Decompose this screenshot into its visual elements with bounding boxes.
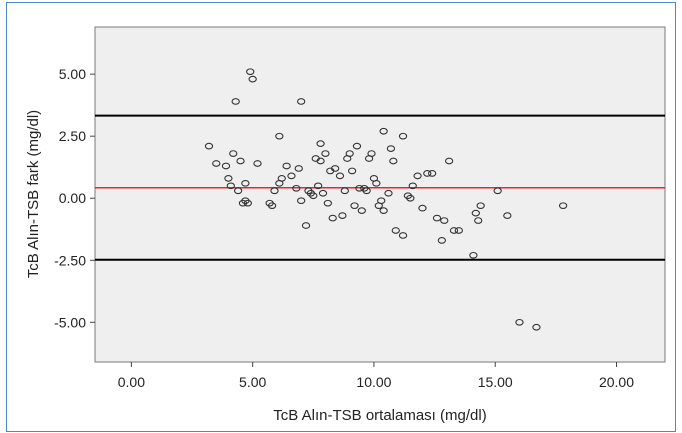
data-point	[294, 165, 303, 172]
data-point	[503, 212, 512, 219]
data-point	[297, 98, 306, 105]
data-point	[246, 68, 255, 76]
x-tick-label: 0.00	[118, 374, 145, 390]
data-points	[204, 68, 568, 331]
x-tick-label: 20.00	[599, 374, 634, 390]
data-point	[398, 232, 408, 239]
data-point	[493, 187, 502, 195]
data-point	[474, 217, 483, 224]
data-point	[515, 318, 524, 326]
data-point	[340, 187, 349, 195]
data-point	[297, 197, 306, 205]
data-point	[355, 184, 364, 192]
data-point	[231, 98, 240, 105]
data-point	[282, 162, 291, 170]
y-tick-label: -2.50	[54, 252, 86, 268]
y-axis-title: TcB Alın-TSB fark (mg/dl)	[25, 110, 42, 278]
data-point	[418, 204, 427, 212]
data-point	[338, 212, 347, 219]
y-tick-label: 2.50	[59, 128, 86, 144]
data-point	[248, 75, 257, 83]
data-point	[347, 167, 357, 175]
y-axis: 5.00 2.50 0.00 -2.50 -5.00	[54, 66, 95, 330]
data-point	[352, 142, 362, 150]
data-point	[275, 132, 284, 140]
y-tick-label: 0.00	[59, 190, 86, 206]
data-point	[558, 202, 568, 210]
data-point	[372, 179, 381, 187]
data-point	[226, 182, 235, 190]
data-point	[408, 182, 417, 190]
data-point	[318, 189, 328, 197]
data-point	[469, 251, 478, 259]
data-point	[328, 214, 337, 222]
data-point	[440, 217, 449, 224]
data-point	[532, 323, 541, 331]
data-point	[391, 227, 400, 234]
plot-area	[94, 26, 666, 363]
x-tick-label: 15.00	[478, 374, 513, 390]
data-point	[301, 222, 311, 229]
data-point	[270, 187, 279, 195]
data-point	[367, 150, 376, 157]
data-point	[323, 199, 333, 207]
data-point	[241, 179, 250, 187]
data-point	[313, 182, 323, 190]
data-point	[204, 142, 214, 150]
data-point	[309, 192, 318, 200]
data-point	[427, 170, 437, 177]
data-point	[253, 160, 262, 167]
data-point	[241, 197, 250, 205]
data-point	[229, 150, 238, 157]
data-point	[437, 237, 447, 244]
data-point	[377, 197, 386, 205]
data-point	[444, 157, 454, 165]
data-point	[406, 194, 415, 202]
data-point	[471, 209, 480, 217]
y-tick-label: 5.00	[59, 66, 86, 82]
data-point	[384, 189, 393, 197]
data-point	[423, 170, 432, 177]
data-point	[287, 172, 296, 180]
data-point	[236, 157, 245, 165]
data-point	[277, 175, 286, 182]
data-point	[379, 127, 388, 135]
data-point	[330, 165, 340, 172]
data-point	[321, 150, 330, 157]
data-point	[267, 202, 277, 210]
data-point	[386, 145, 396, 152]
data-point	[357, 207, 366, 214]
reference-lines	[95, 114, 665, 261]
x-tick-label: 10.00	[356, 374, 391, 390]
data-point	[221, 162, 231, 170]
data-point	[316, 157, 325, 165]
data-point	[389, 157, 398, 165]
x-tick-label: 5.00	[239, 374, 266, 390]
data-point	[335, 172, 345, 180]
x-axis-title: TcB Alın-TSB ortalaması (mg/dl)	[273, 407, 486, 424]
y-tick-label: -5.00	[54, 314, 86, 330]
data-point	[345, 150, 354, 157]
data-point	[454, 227, 463, 234]
x-axis: 0.00 5.00 10.00 15.00 20.00	[118, 362, 634, 390]
data-point	[432, 214, 442, 222]
data-point	[212, 160, 221, 167]
data-point	[379, 207, 388, 214]
data-point	[224, 175, 233, 182]
data-point	[362, 187, 371, 195]
data-point	[476, 202, 485, 210]
data-point	[350, 202, 359, 210]
data-point	[398, 132, 408, 140]
data-point	[292, 184, 301, 192]
data-point	[233, 187, 243, 195]
data-point	[413, 172, 422, 180]
data-point	[316, 140, 325, 147]
data-point	[449, 227, 459, 234]
